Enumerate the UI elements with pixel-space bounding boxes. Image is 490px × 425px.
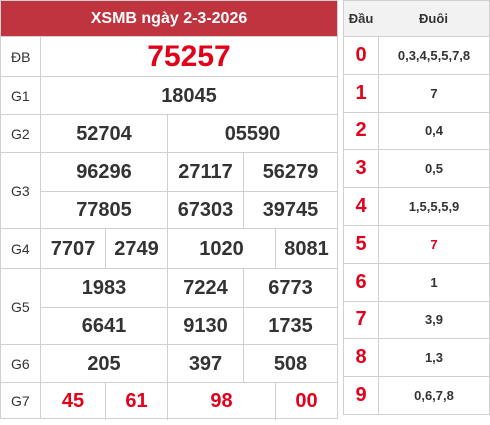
tail-digits: 0,5 [378, 150, 489, 188]
g7-number: 61 [105, 383, 167, 420]
g6-number: 205 [87, 352, 121, 375]
head-digit: 0 [355, 43, 367, 66]
g5-number: 1983 [81, 276, 127, 299]
prize-label-g5: G5 [1, 269, 41, 344]
head-tail-row: 1 7 [344, 73, 489, 112]
g3-number: 77805 [41, 191, 167, 229]
g2-number: 52704 [76, 122, 132, 145]
prize-label-g7: G7 [1, 383, 41, 419]
g3-number: 27117 [167, 153, 243, 191]
g3-number: 67303 [167, 191, 243, 229]
prize-row-g6: G6 205 397 508 [1, 344, 337, 383]
prize-label-g4: G4 [1, 229, 41, 268]
head-digit: 2 [355, 119, 367, 142]
head-digit: 9 [355, 384, 367, 407]
tail-digits: 0,3,4,5,5,7,8 [378, 37, 489, 74]
head-digit: 4 [355, 195, 367, 218]
g7-number: 00 [275, 383, 337, 420]
g5-number: 6641 [41, 307, 167, 345]
head-digit: 5 [355, 232, 367, 255]
prize-row-db: ĐB 75257 [1, 36, 337, 76]
prize-row-g5: G5 1983 7224 6773 6641 9130 1735 [1, 268, 337, 345]
results-table: XSMB ngày 2-3-2026 ĐB 75257 G1 18045 G2 … [0, 0, 338, 420]
g2-number: 05590 [167, 115, 337, 153]
prize-label-g3: G3 [1, 153, 41, 228]
head-tail-row: 3 0,5 [344, 149, 489, 188]
head-tail-row: 7 3,9 [344, 300, 489, 339]
g7-number: 98 [167, 383, 275, 420]
g6-number: 397 [167, 345, 243, 383]
g7-number: 45 [61, 390, 85, 412]
tail-digits-highlighted: 7 [378, 225, 489, 263]
special-prize-number: 75257 [147, 40, 231, 73]
head-tail-row: 0 0,3,4,5,5,7,8 [344, 36, 489, 74]
tail-digits: 1,5,5,5,9 [378, 188, 489, 225]
head-tail-row: 6 1 [344, 262, 489, 301]
head-tail-row: 9 0,6,7,8 [344, 376, 489, 414]
prize-label-g2: G2 [1, 115, 41, 152]
head-tail-row: 4 1,5,5,5,9 [344, 187, 489, 225]
g4-number: 7707 [50, 237, 96, 260]
g4-number: 2749 [105, 229, 167, 269]
tail-digits: 7 [378, 74, 489, 112]
head-digit: 8 [355, 346, 367, 369]
head-column-title: Đầu [348, 11, 374, 26]
prize-label-db: ĐB [1, 37, 41, 76]
head-tail-row: 5 7 [344, 224, 489, 263]
g6-number: 508 [243, 345, 337, 383]
g5-number: 7224 [167, 269, 243, 307]
head-tail-row: 8 1,3 [344, 338, 489, 377]
head-digit: 7 [355, 308, 367, 331]
g3-number: 56279 [243, 153, 337, 191]
prize-label-g1: G1 [1, 77, 41, 114]
prize-row-g3: G3 96296 27117 56279 77805 67303 39745 [1, 152, 337, 229]
g5-number: 1735 [243, 307, 337, 345]
tail-digits: 1,3 [378, 339, 489, 377]
g4-number: 8081 [275, 229, 337, 269]
g3-number: 39745 [243, 191, 337, 229]
g3-number: 96296 [76, 160, 132, 183]
head-tail-row: 2 0,4 [344, 111, 489, 150]
head-tail-header: Đầu Đuôi [344, 1, 489, 36]
prize-row-g7: G7 45 61 98 00 [1, 382, 337, 420]
g1-number: 18045 [161, 84, 217, 107]
tail-digits: 0,4 [378, 112, 489, 150]
head-digit: 1 [355, 81, 367, 104]
prize-label-g6: G6 [1, 345, 41, 382]
tail-digits: 0,6,7,8 [378, 377, 489, 414]
tail-digits: 1 [378, 263, 489, 301]
g5-number: 6773 [243, 269, 337, 307]
head-tail-table: Đầu Đuôi 0 0,3,4,5,5,7,8 1 7 2 0,4 3 0,5… [343, 0, 490, 415]
g4-number: 1020 [167, 229, 275, 269]
head-digit: 3 [355, 157, 367, 180]
g5-number: 9130 [167, 307, 243, 345]
prize-row-g1: G1 18045 [1, 76, 337, 114]
prize-row-g4: G4 7707 2749 1020 8081 [1, 228, 337, 269]
results-title: XSMB ngày 2-3-2026 [1, 1, 337, 36]
head-digit: 6 [355, 270, 367, 293]
prize-row-g2: G2 52704 05590 [1, 114, 337, 153]
tail-column-title: Đuôi [419, 11, 448, 26]
tail-digits: 3,9 [378, 301, 489, 339]
